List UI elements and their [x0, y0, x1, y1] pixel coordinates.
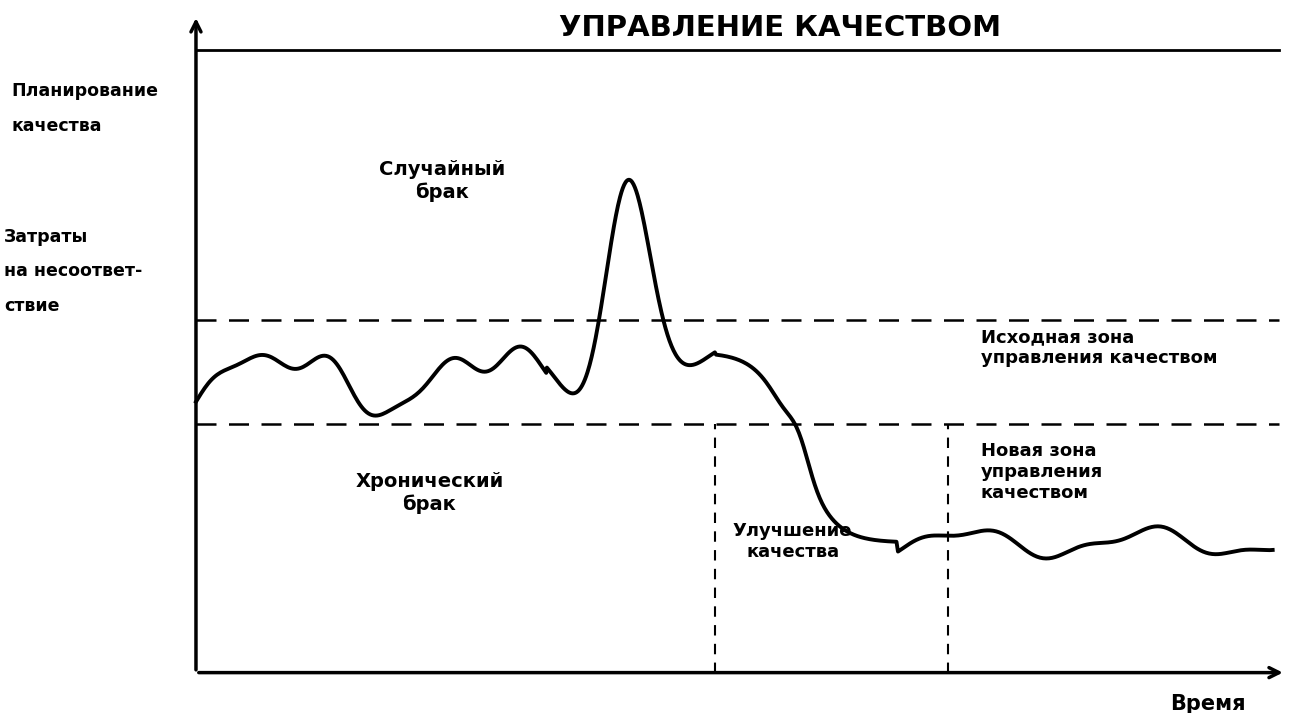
Text: ствие: ствие — [4, 297, 60, 315]
Text: Исходная зона
управления качеством: Исходная зона управления качеством — [980, 328, 1217, 366]
Text: качества: качества — [12, 117, 103, 135]
Text: Улучшение
качества: Улучшение качества — [733, 522, 853, 560]
Text: УПРАВЛЕНИЕ КАЧЕСТВОМ: УПРАВЛЕНИЕ КАЧЕСТВОМ — [559, 14, 1001, 41]
Text: Хронический
брак: Хронический брак — [355, 472, 503, 513]
Text: Планирование: Планирование — [12, 82, 159, 101]
Text: Случайный
брак: Случайный брак — [380, 160, 506, 202]
Text: Время: Время — [1170, 694, 1245, 713]
Text: Новая зона
управления
качеством: Новая зона управления качеством — [980, 442, 1102, 502]
Text: Затраты: Затраты — [4, 227, 88, 246]
Text: на несоответ-: на несоответ- — [4, 262, 143, 280]
